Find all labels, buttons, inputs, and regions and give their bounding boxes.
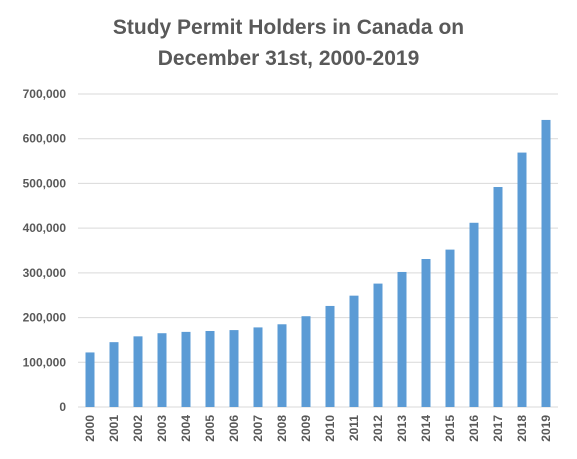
x-axis-tick-labels: 2000 2001 2002 2003 2004 2005 2006 2007 2008 2009… [83,415,553,442]
bar-2013 [397,271,407,407]
x-tick-label: 2008 [275,415,289,442]
x-tick-label: 2007 [251,415,265,442]
y-tick-label: 200,000 [23,311,67,325]
bar-2011 [349,295,359,407]
x-tick-label: 2003 [155,415,169,442]
y-tick-label: 100,000 [23,355,67,369]
bar-2002 [133,336,143,407]
bar-2014 [421,259,431,407]
x-tick-label: 2000 [83,415,97,442]
x-tick-label: 2010 [323,415,337,442]
chart-title: Study Permit Holders in Canada on Decemb… [0,12,577,74]
x-tick-label: 2019 [539,415,553,442]
bar-2010 [325,305,335,407]
bar-2015 [445,249,455,407]
y-tick-label: 0 [59,400,66,414]
bar-2019 [541,119,551,408]
y-tick-label: 400,000 [23,221,67,235]
x-tick-label: 2012 [371,415,385,442]
x-tick-label: 2014 [419,415,433,442]
y-tick-label: 600,000 [23,132,67,146]
bar-2003 [157,333,167,407]
x-tick-label: 2017 [491,415,505,442]
chart-title-line-1: Study Permit Holders in Canada on [112,16,465,39]
x-tick-label: 2002 [131,415,145,442]
x-tick-label: 2001 [107,415,121,442]
x-tick-label: 2018 [515,415,529,442]
x-tick-label: 2004 [179,415,193,442]
x-tick-label: 2016 [467,415,481,442]
y-tick-label: 500,000 [23,176,67,190]
bar-2017 [493,187,503,407]
bar-2004 [181,331,191,407]
bar-2016 [469,222,479,407]
bar-2000 [85,352,95,407]
gridlines [78,93,558,408]
y-axis-tick-labels: 0 100,000 200,000 300,000 400,000 500,000 600,… [23,87,67,414]
x-tick-label: 2013 [395,415,409,442]
y-tick-label: 700,000 [23,87,67,101]
bar-2008 [277,324,287,407]
bar-2005 [205,330,215,407]
bar-2006 [229,330,239,407]
chart-title-line-2: December 31st, 2000-2019 [157,47,420,70]
x-tick-label: 2015 [443,415,457,442]
bar-2007 [253,327,263,407]
bar-2001 [109,342,119,407]
x-tick-label: 2005 [203,415,217,442]
bar-2012 [373,283,383,407]
x-tick-label: 2011 [347,415,361,441]
bar-2018 [517,152,527,407]
bars [85,119,551,408]
bar-2009 [301,316,311,407]
x-tick-label: 2009 [299,415,313,442]
x-tick-label: 2006 [227,415,241,442]
y-tick-label: 300,000 [23,266,67,280]
